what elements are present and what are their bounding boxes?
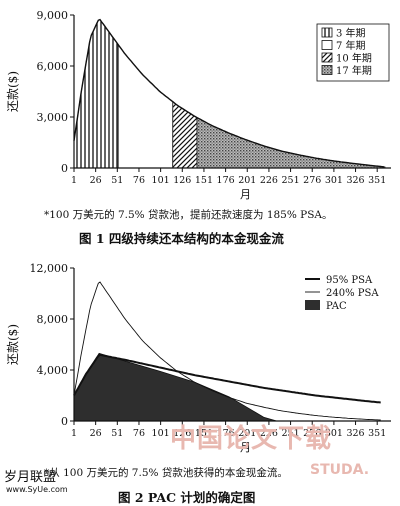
x-tick-label: 326 bbox=[346, 428, 364, 439]
legend-swatch-4 bbox=[321, 65, 333, 75]
watermark-left-text: 岁月联盟 bbox=[4, 470, 57, 485]
legend-label-2: 7 年期 bbox=[336, 39, 366, 52]
legend-swatch-pac bbox=[305, 300, 320, 310]
x-axis-label: 月 bbox=[240, 441, 251, 454]
x-tick-label: 301 bbox=[325, 175, 343, 186]
legend-label-3: PAC bbox=[326, 301, 347, 312]
area-segment-2 bbox=[117, 43, 174, 169]
y-axis-label: 还款($) bbox=[6, 324, 20, 365]
x-tick-label: 26 bbox=[90, 175, 102, 186]
x-tick-label: 351 bbox=[368, 175, 386, 186]
x-tick-label: 1 bbox=[71, 428, 77, 439]
x-tick-label: 176 bbox=[217, 428, 235, 439]
chart-2-note: *从 100 万美元的 7.5% 贷款池获得的本金现金流。 bbox=[44, 467, 288, 479]
area-segment-4 bbox=[196, 116, 386, 169]
watermark-left-url: www.SyUe.com bbox=[6, 485, 68, 494]
legend-label-1: 3 年期 bbox=[336, 27, 366, 40]
x-tick-label: 126 bbox=[173, 175, 191, 186]
legend-label-2: 240% PSA bbox=[326, 288, 379, 299]
legend-swatch-2 bbox=[321, 40, 333, 50]
legend-label-1: 95% PSA bbox=[326, 275, 373, 286]
x-tick-label: 51 bbox=[111, 175, 123, 186]
x-tick-label: 276 bbox=[303, 428, 321, 439]
figure-1-caption: 图 1 四级持续还本结构的本金现金流 bbox=[79, 231, 284, 246]
x-tick-label: 1 bbox=[71, 175, 77, 186]
x-tick-label: 226 bbox=[260, 428, 278, 439]
x-tick-label: 201 bbox=[238, 175, 256, 186]
x-tick-label: 226 bbox=[260, 175, 278, 186]
x-tick-label: 51 bbox=[111, 428, 123, 439]
x-tick-label: 76 bbox=[133, 428, 145, 439]
legend-swatch-3 bbox=[321, 52, 333, 63]
y-tick-label: 3,000 bbox=[37, 111, 69, 124]
x-tick-label: 151 bbox=[195, 428, 213, 439]
x-tick-label: 326 bbox=[346, 175, 364, 186]
y-tick-label: 12,000 bbox=[30, 262, 69, 275]
x-tick-label: 26 bbox=[90, 428, 102, 439]
x-tick-label: 76 bbox=[133, 175, 145, 186]
series-95-psa-line bbox=[73, 353, 381, 404]
area-segment-3 bbox=[172, 100, 198, 169]
pac-area bbox=[73, 352, 277, 422]
x-tick-label: 301 bbox=[325, 428, 343, 439]
series-240-psa-line bbox=[73, 281, 381, 421]
x-tick-label: 176 bbox=[217, 175, 235, 186]
x-axis-label: 月 bbox=[240, 188, 251, 200]
x-tick-label: 151 bbox=[195, 175, 213, 186]
figure-2-caption: 图 2 PAC 计划的确定图 bbox=[118, 490, 256, 505]
x-tick-label: 251 bbox=[282, 428, 300, 439]
watermark-center-url: STUDA. bbox=[310, 462, 370, 478]
legend-swatch-1 bbox=[321, 27, 333, 38]
chart-1-note: *100 万美元的 7.5% 贷款池，提前还款速度为 185% PSA。 bbox=[44, 209, 333, 221]
y-axis-label: 还款($) bbox=[6, 71, 20, 112]
x-tick-label: 101 bbox=[152, 175, 170, 186]
x-tick-label: 251 bbox=[282, 175, 300, 186]
x-tick-label: 351 bbox=[368, 428, 386, 439]
watermark-center-text: 中国论文下载 bbox=[170, 424, 333, 454]
y-tick-label: 0 bbox=[61, 162, 68, 175]
principal-curve bbox=[73, 18, 385, 168]
y-tick-label: 8,000 bbox=[37, 313, 69, 326]
x-tick-label: 101 bbox=[152, 428, 170, 439]
y-tick-label: 4,000 bbox=[37, 364, 69, 377]
x-tick-label: 201 bbox=[238, 428, 256, 439]
x-tick-label: 276 bbox=[303, 175, 321, 186]
y-tick-label: 6,000 bbox=[37, 60, 69, 73]
y-tick-label: 0 bbox=[61, 415, 68, 428]
legend-label-4: 17 年期 bbox=[336, 64, 372, 77]
x-tick-label: 126 bbox=[173, 428, 191, 439]
y-tick-label: 9,000 bbox=[37, 9, 69, 22]
legend-label-3: 10 年期 bbox=[336, 52, 372, 65]
